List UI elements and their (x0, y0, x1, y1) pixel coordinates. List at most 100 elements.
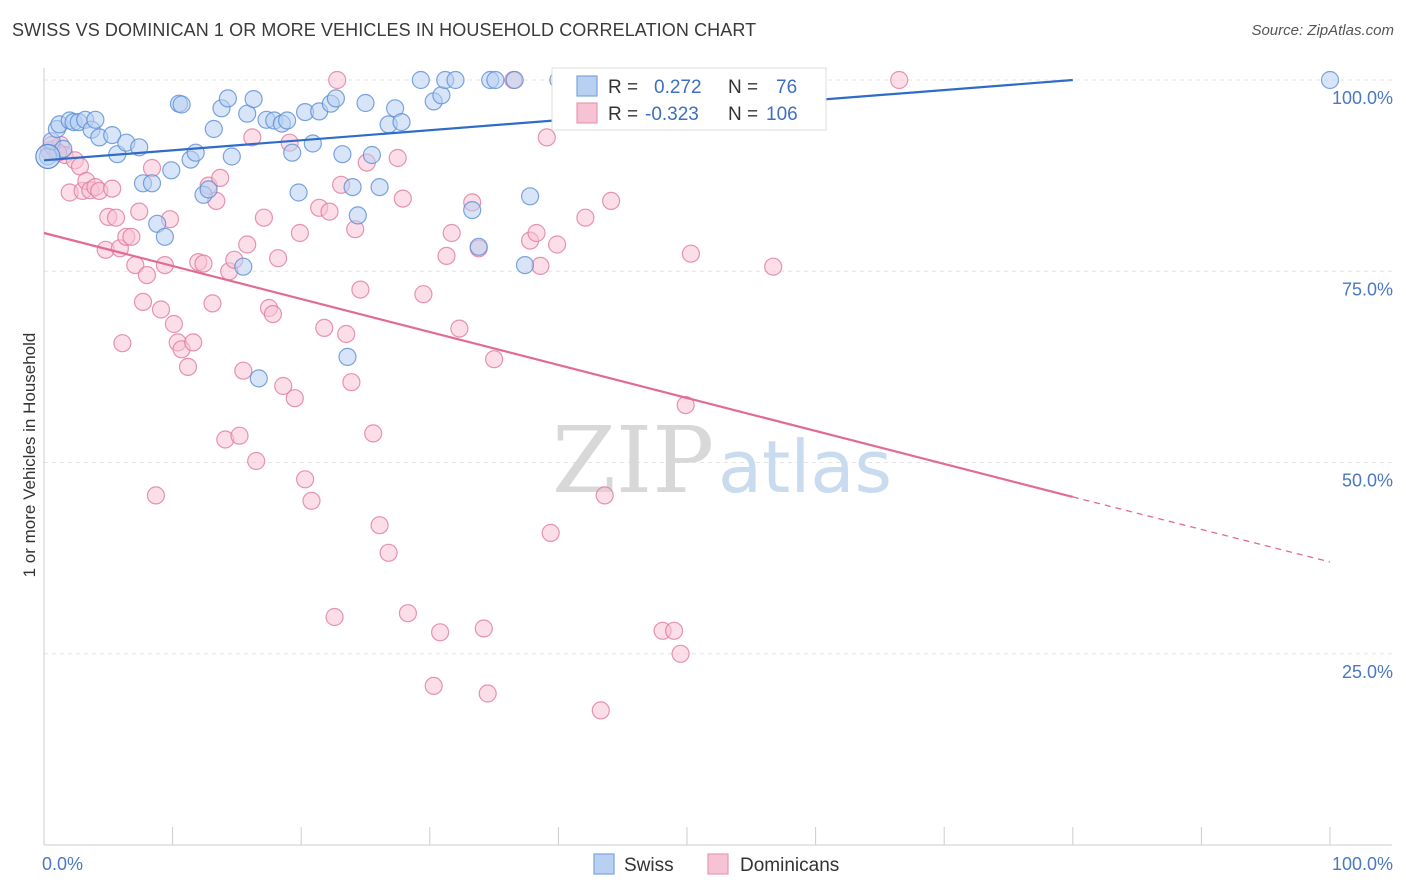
point-dominicans[interactable] (478, 684, 497, 703)
point-dominicans[interactable] (537, 128, 556, 147)
point-dominicans[interactable] (671, 644, 690, 663)
point-swiss[interactable] (326, 89, 345, 108)
point-swiss[interactable] (1320, 70, 1340, 90)
point-swiss[interactable] (172, 95, 191, 114)
point-dominicans[interactable] (254, 208, 273, 227)
point-swiss[interactable] (162, 161, 181, 180)
point-dominicans[interactable] (234, 361, 253, 380)
point-dominicans[interactable] (664, 621, 684, 640)
point-dominicans[interactable] (337, 324, 356, 344)
point-swiss[interactable] (142, 174, 162, 193)
point-swiss[interactable] (278, 111, 297, 130)
point-swiss[interactable] (515, 256, 535, 275)
point-dominicans[interactable] (106, 208, 126, 227)
point-dominicans[interactable] (122, 227, 141, 246)
point-dominicans[interactable] (388, 148, 407, 168)
point-swiss[interactable] (333, 145, 352, 164)
point-dominicans[interactable] (890, 70, 909, 90)
point-dominicans[interactable] (194, 254, 213, 273)
point-dominicans[interactable] (247, 451, 266, 471)
legend-swatch-swiss[interactable] (593, 853, 615, 875)
point-dominicans[interactable] (379, 543, 398, 562)
point-swiss[interactable] (463, 201, 482, 220)
point-dominicans[interactable] (398, 604, 417, 623)
point-dominicans[interactable] (238, 235, 257, 254)
point-swiss[interactable] (35, 143, 61, 170)
point-dominicans[interactable] (184, 333, 203, 352)
point-swiss[interactable] (392, 112, 411, 132)
point-dominicans[interactable] (146, 486, 165, 505)
point-dominicans[interactable] (450, 319, 469, 338)
point-swiss[interactable] (155, 227, 174, 246)
point-dominicans[interactable] (328, 70, 347, 90)
point-swiss[interactable] (204, 119, 223, 139)
point-swiss[interactable] (289, 183, 308, 202)
point-dominicans[interactable] (137, 266, 156, 285)
point-swiss[interactable] (244, 89, 263, 109)
point-dominicans[interactable] (320, 202, 339, 221)
point-dominicans[interactable] (414, 285, 433, 304)
point-swiss[interactable] (186, 143, 205, 162)
point-swiss[interactable] (343, 178, 362, 197)
point-dominicans[interactable] (595, 486, 614, 505)
point-dominicans[interactable] (285, 389, 304, 408)
point-swiss[interactable] (222, 147, 241, 166)
point-dominicans[interactable] (263, 305, 282, 324)
point-swiss[interactable] (199, 180, 218, 199)
point-dominicans[interactable] (527, 223, 546, 243)
point-dominicans[interactable] (290, 223, 309, 243)
point-dominicans[interactable] (342, 373, 361, 392)
point-dominicans[interactable] (151, 300, 171, 319)
point-dominicans[interactable] (591, 701, 610, 720)
point-dominicans[interactable] (370, 516, 389, 535)
point-dominicans[interactable] (485, 350, 504, 369)
legend-label-swiss[interactable]: Swiss (624, 855, 674, 876)
point-dominicans[interactable] (230, 426, 249, 445)
point-dominicans[interactable] (133, 292, 153, 311)
source-label[interactable]: Source: ZipAtlas.com (1251, 22, 1394, 39)
point-swiss[interactable] (283, 143, 302, 162)
point-dominicans[interactable] (296, 470, 315, 489)
point-swiss[interactable] (432, 86, 451, 105)
point-dominicans[interactable] (576, 208, 595, 227)
point-dominicans[interactable] (547, 235, 567, 254)
point-swiss[interactable] (348, 206, 367, 225)
point-dominicans[interactable] (437, 246, 456, 265)
point-swiss[interactable] (303, 134, 322, 153)
point-dominicans[interactable] (315, 318, 334, 337)
point-swiss[interactable] (411, 70, 430, 90)
legend-swatch-dominicans[interactable] (707, 853, 729, 875)
point-dominicans[interactable] (393, 189, 412, 208)
point-swiss[interactable] (356, 93, 375, 113)
point-dominicans[interactable] (211, 168, 230, 187)
point-dominicans[interactable] (142, 158, 162, 178)
point-dominicans[interactable] (351, 280, 370, 299)
point-swiss[interactable] (234, 257, 253, 276)
point-swiss[interactable] (370, 178, 389, 197)
point-swiss[interactable] (249, 369, 268, 388)
point-dominicans[interactable] (764, 257, 783, 276)
point-swiss[interactable] (520, 187, 540, 206)
point-dominicans[interactable] (269, 249, 288, 268)
point-swiss[interactable] (505, 70, 524, 90)
legend-label-dominicans[interactable]: Dominicans (740, 855, 839, 876)
point-swiss[interactable] (362, 145, 381, 165)
point-dominicans[interactable] (164, 314, 183, 334)
point-dominicans[interactable] (442, 223, 461, 243)
point-swiss[interactable] (103, 126, 122, 145)
point-dominicans[interactable] (203, 294, 222, 313)
point-dominicans[interactable] (364, 424, 383, 443)
point-swiss[interactable] (469, 237, 488, 256)
point-swiss[interactable] (218, 89, 237, 108)
point-dominicans[interactable] (474, 619, 493, 638)
point-swiss[interactable] (86, 110, 105, 129)
point-dominicans[interactable] (424, 676, 443, 696)
point-dominicans[interactable] (103, 179, 122, 198)
point-dominicans[interactable] (431, 623, 450, 642)
point-dominicans[interactable] (541, 523, 560, 543)
point-dominicans[interactable] (325, 607, 344, 627)
point-dominicans[interactable] (130, 202, 149, 221)
point-dominicans[interactable] (178, 357, 198, 376)
point-swiss[interactable] (338, 347, 357, 366)
point-swiss[interactable] (446, 70, 465, 90)
